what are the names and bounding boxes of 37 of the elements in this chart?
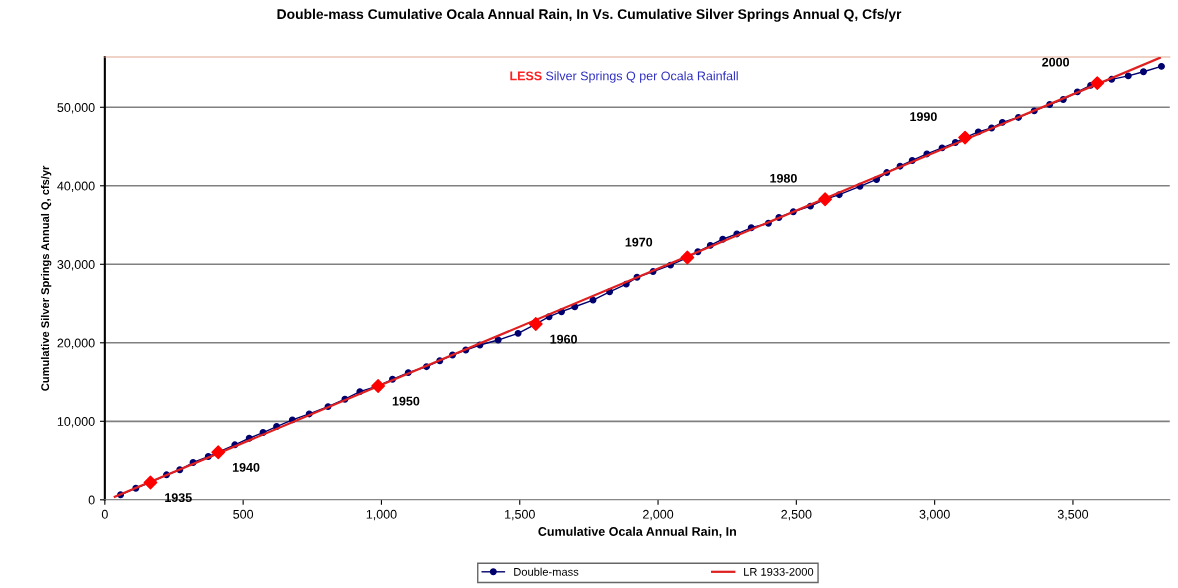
y-tick-label: 50,000	[57, 103, 95, 114]
legend-label: Double-mass	[514, 567, 579, 576]
point	[1090, 76, 1105, 91]
annotation: 1970	[625, 237, 653, 247]
x-axis-title: Cumulative Ocala Annual Rain, In	[538, 526, 736, 538]
point	[143, 475, 158, 490]
x-tick-label: 3,500	[1057, 509, 1089, 521]
point	[680, 250, 695, 265]
annotation: LESS	[510, 71, 542, 81]
annotation: 1990	[910, 112, 937, 122]
y-tick-label: 10,000	[57, 417, 95, 428]
annotation: 1950	[392, 396, 420, 406]
y-axis-title: Cumulative Silver Springs Annual Q, cfs/yr	[40, 165, 52, 391]
y-tick-label: 20,000	[57, 338, 95, 349]
point	[528, 317, 543, 331]
x-tick-label: 3,000	[919, 509, 950, 521]
annotation: 2000	[1042, 57, 1070, 67]
point	[211, 445, 226, 460]
y-tick-label: 0	[88, 495, 95, 505]
x-tick-label: 500	[233, 509, 254, 519]
point	[818, 192, 833, 207]
annotation: 1940	[232, 462, 260, 472]
chart-title: Double-mass Cumulative Ocala Annual Rain, In Vs. Cumulative Silver Springs Annual Q, Cfs/yr	[277, 8, 902, 22]
y-tick-label: 30,000	[57, 260, 95, 271]
x-tick-label: 2,000	[643, 509, 674, 521]
x-tick-label: 1,500	[505, 509, 535, 521]
annotation: Silver Springs Q per Ocala Rainfall	[546, 71, 738, 83]
legend-label: LR 1933-2000	[744, 567, 814, 576]
annotation: 1935	[165, 493, 192, 503]
x-tick-label: 1,000	[366, 509, 397, 521]
annotation: 1960	[550, 334, 577, 344]
y-tick-label: 40,000	[57, 181, 95, 192]
x-tick-label: 2,500	[781, 509, 812, 521]
point	[958, 130, 972, 145]
point	[371, 379, 386, 393]
x-tick-label: 0	[101, 509, 108, 519]
annotation: 1980	[770, 173, 797, 183]
